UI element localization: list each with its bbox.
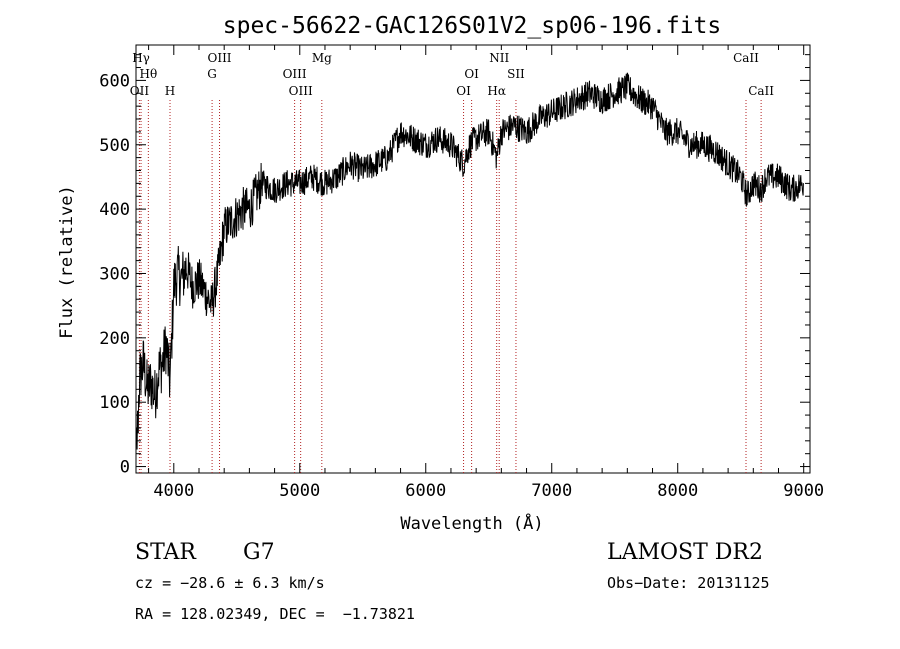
coordinates-label: RA = 128.02349, DEC = −1.73821 (135, 605, 415, 623)
y-axis: 0 100 200 300 400 500 600 (99, 54, 810, 478)
x-tick-label-2: 6000 (405, 481, 446, 501)
y-tick-label-0: 0 (120, 458, 130, 478)
y-tick-label-3: 300 (99, 264, 130, 284)
y-tick-label-6: 600 (99, 71, 130, 91)
x-tick-label-0: 4000 (153, 481, 194, 501)
x-tick-label-5: 9000 (783, 481, 824, 501)
line-marker-label-15: CaII (748, 84, 774, 98)
line-marker-label-9: OI (464, 67, 479, 81)
obs-date-label: Obs−Date: 20131125 (607, 574, 770, 592)
line-marker-label-8: Mg (312, 51, 332, 65)
x-tick-label-4: 8000 (657, 481, 698, 501)
line-marker-label-0: Hγ (132, 51, 150, 65)
line-marker-label-14: CaII (733, 51, 759, 65)
line-marker-label-13: SII (507, 67, 525, 81)
line-marker-label-11: NII (489, 51, 509, 65)
redshift-label: cz = −28.6 ± 6.3 km/s (135, 574, 325, 592)
x-tick-label-3: 7000 (531, 481, 572, 501)
plot-frame (135, 44, 811, 474)
chart-title: spec-56622-GAC126S01V2_sp06-196.fits (223, 13, 722, 39)
line-marker-label-7: OIII (289, 84, 313, 98)
object-class: STAR (135, 540, 196, 565)
y-tick-label-5: 500 (99, 136, 130, 156)
line-marker-label-4: OIII (207, 51, 231, 65)
line-marker-label-5: G (207, 67, 217, 81)
object-subclass: G7 (243, 540, 275, 565)
line-marker-label-12: Hα (487, 84, 506, 98)
line-marker-label-2: OII (130, 84, 150, 98)
x-tick-label-1: 5000 (279, 481, 320, 501)
y-tick-label-4: 400 (99, 200, 130, 220)
y-axis-label: Flux (relative) (57, 185, 77, 339)
line-marker-label-10: OI (456, 84, 471, 98)
line-marker-label-3: H (165, 84, 175, 98)
y-tick-label-2: 200 (99, 329, 130, 349)
survey-label: LAMOST DR2 (607, 540, 763, 565)
x-axis-label: Wavelength (Å) (400, 512, 543, 534)
spectrum-line (135, 72, 804, 450)
y-tick-label-1: 100 (99, 393, 130, 413)
line-marker-label-1: Hθ (139, 67, 157, 81)
x-axis: 4000 5000 6000 7000 8000 9000 (148, 45, 824, 501)
line-marker-label-6: OIII (283, 67, 307, 81)
